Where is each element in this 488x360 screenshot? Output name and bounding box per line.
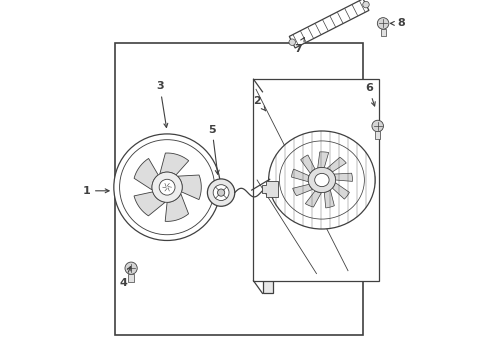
Text: 5: 5 <box>208 125 219 174</box>
Polygon shape <box>326 157 346 172</box>
Polygon shape <box>292 184 312 196</box>
Circle shape <box>362 1 368 8</box>
Polygon shape <box>177 175 201 199</box>
Polygon shape <box>134 158 158 190</box>
Text: 4: 4 <box>120 266 131 288</box>
Text: 8: 8 <box>389 18 404 28</box>
Bar <box>128 274 134 282</box>
Text: 7: 7 <box>293 38 304 54</box>
Polygon shape <box>317 152 328 168</box>
Polygon shape <box>261 181 277 197</box>
Bar <box>115 43 363 335</box>
Ellipse shape <box>279 141 364 219</box>
Circle shape <box>371 120 383 132</box>
Circle shape <box>213 185 228 201</box>
Circle shape <box>217 189 224 196</box>
Circle shape <box>152 172 182 202</box>
Polygon shape <box>160 153 188 175</box>
Circle shape <box>125 262 137 274</box>
Polygon shape <box>165 194 188 221</box>
Bar <box>380 28 385 36</box>
Circle shape <box>377 18 388 29</box>
Polygon shape <box>324 190 334 208</box>
Ellipse shape <box>307 167 335 193</box>
Polygon shape <box>289 0 368 48</box>
Polygon shape <box>333 173 352 181</box>
Polygon shape <box>300 155 314 173</box>
Text: 3: 3 <box>156 81 167 127</box>
Bar <box>374 131 380 139</box>
Ellipse shape <box>268 131 374 229</box>
Text: 1: 1 <box>82 186 109 196</box>
Circle shape <box>288 39 295 45</box>
Text: 6: 6 <box>364 83 374 106</box>
Circle shape <box>207 179 234 206</box>
Bar <box>253 79 379 281</box>
Text: 2: 2 <box>253 96 265 111</box>
Polygon shape <box>291 169 308 182</box>
Bar <box>262 92 272 293</box>
Polygon shape <box>134 192 165 216</box>
Circle shape <box>114 134 220 240</box>
Polygon shape <box>305 191 321 207</box>
Circle shape <box>120 140 214 235</box>
Ellipse shape <box>314 174 328 186</box>
Circle shape <box>159 179 175 195</box>
Polygon shape <box>332 183 349 199</box>
